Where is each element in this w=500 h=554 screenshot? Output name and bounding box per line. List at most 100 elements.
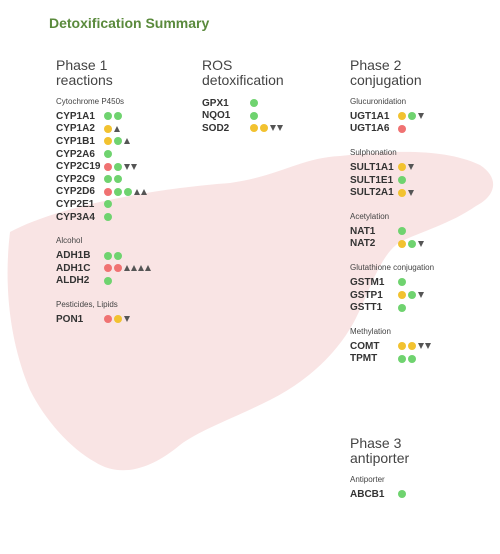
triangle-up-icon: [138, 265, 144, 272]
group-label: Pesticides, Lipids: [56, 300, 118, 310]
gene-name: ADH1B: [56, 250, 91, 262]
green-dot: [408, 354, 416, 363]
yellow-dot: [260, 124, 268, 133]
green-dot: [104, 276, 112, 285]
gene-name: CYP1A1: [56, 110, 95, 122]
green-dot: [114, 175, 122, 184]
gene-markers: [250, 124, 284, 133]
gene-name: CYP1B1: [56, 135, 95, 147]
gene-row: CYP1A2: [56, 123, 152, 136]
green-dot: [114, 251, 122, 260]
green-dot: [104, 200, 112, 209]
gene-markers: [398, 490, 408, 499]
red-dot: [104, 162, 112, 171]
green-dot: [124, 187, 132, 196]
green-dot: [114, 162, 122, 171]
gene-row: UGT1A1: [350, 110, 434, 123]
gene-markers: [250, 111, 260, 120]
triangle-down-icon: [418, 240, 424, 247]
triangle-down-icon: [124, 163, 130, 170]
phase-title-line: reactions: [56, 72, 113, 88]
gene-row: NAT1: [350, 225, 434, 238]
triangle-down-icon: [277, 125, 283, 132]
triangle-down-icon: [425, 343, 431, 350]
group-label: Antiporter: [350, 475, 385, 484]
gene-row: ALDH2: [56, 275, 152, 288]
gene-name: GSTT1: [350, 302, 383, 314]
triangle-down-icon: [418, 113, 424, 120]
triangle-down-icon: [408, 164, 414, 171]
gene-markers: [104, 175, 124, 184]
gene-row: ABCB1: [350, 488, 409, 501]
gene-markers: [104, 124, 121, 133]
yellow-dot: [398, 188, 406, 197]
triangle-down-icon: [124, 316, 130, 323]
gene-name: NAT1: [350, 225, 376, 237]
gene-name: NAT2: [350, 238, 376, 250]
gene-name: PON1: [56, 313, 84, 325]
group-label: Glucuronidation: [350, 97, 407, 106]
gene-row: CYP2C19: [56, 160, 152, 173]
liver-shape: [7, 151, 494, 471]
gene-name: CYP3A4: [56, 211, 95, 223]
gene-markers: [104, 213, 114, 222]
group-label: Sulphonation: [350, 148, 397, 158]
gene-name: CYP2A6: [56, 148, 95, 160]
green-dot: [104, 150, 112, 159]
gene-name: SOD2: [202, 122, 230, 134]
triangle-down-icon: [418, 292, 424, 299]
gene-row: COMT: [350, 340, 434, 353]
green-dot: [104, 112, 112, 121]
gene-name: SULT1A1: [350, 161, 394, 173]
triangle-up-icon: [134, 188, 140, 195]
gene-name: NQO1: [202, 110, 231, 122]
triangle-up-icon: [124, 138, 130, 145]
gene-markers: [398, 227, 408, 236]
gene-name: SULT1E1: [350, 174, 394, 186]
ros-detoxification-column: ROS detoxification GPX1 NQO1 SOD2: [202, 58, 284, 148]
gene-row: ADH1B: [56, 249, 152, 262]
gene-name: UGT1A1: [350, 110, 390, 122]
green-dot: [398, 303, 406, 312]
triangle-down-icon: [131, 163, 137, 170]
green-dot: [408, 239, 416, 248]
gene-row: CYP1B1: [56, 135, 152, 148]
gene-name: SULT2A1: [350, 187, 394, 199]
gene-markers: [398, 291, 425, 300]
yellow-dot: [398, 239, 406, 248]
gene-row: ADH1C: [56, 262, 152, 275]
phase-title: Phase 1 reactions: [56, 58, 152, 88]
gene-name: ALDH2: [56, 275, 90, 287]
yellow-dot: [398, 342, 406, 351]
group-label: Glutathione conjugation: [350, 263, 435, 273]
gene-markers: [398, 303, 408, 312]
gene-group: GPX1 NQO1 SOD2: [202, 97, 284, 135]
gene-row: CYP3A4: [56, 211, 152, 224]
green-dot: [104, 175, 112, 184]
gene-group: Methylation COMT TPMT: [350, 327, 434, 365]
phase-title-line: Phase 3: [350, 435, 402, 451]
triangle-down-icon: [408, 189, 414, 196]
gene-group: Sulphonation SULT1A1 SULT1E1 SULT2A1: [350, 148, 434, 199]
triangle-up-icon: [131, 265, 137, 272]
gene-row: SULT1E1: [350, 174, 434, 187]
phase-title-line: antiporter: [350, 450, 410, 466]
gene-row: GPX1: [202, 97, 284, 110]
gene-markers: [250, 99, 260, 108]
gene-row: GSTM1: [350, 276, 434, 289]
group-label: Acetylation: [350, 211, 390, 221]
green-dot: [114, 112, 122, 121]
green-dot: [114, 137, 122, 146]
gene-markers: [398, 354, 418, 363]
gene-markers: [398, 176, 408, 185]
triangle-up-icon: [145, 265, 151, 272]
gene-name: GSTP1: [350, 289, 383, 301]
triangle-up-icon: [124, 265, 130, 272]
yellow-dot: [408, 342, 416, 351]
gene-markers: [104, 187, 148, 196]
triangle-down-icon: [418, 343, 424, 350]
gene-name: CYP1A2: [56, 123, 95, 135]
gene-name: GPX1: [202, 97, 229, 109]
phase-title-line: ROS: [202, 57, 233, 73]
